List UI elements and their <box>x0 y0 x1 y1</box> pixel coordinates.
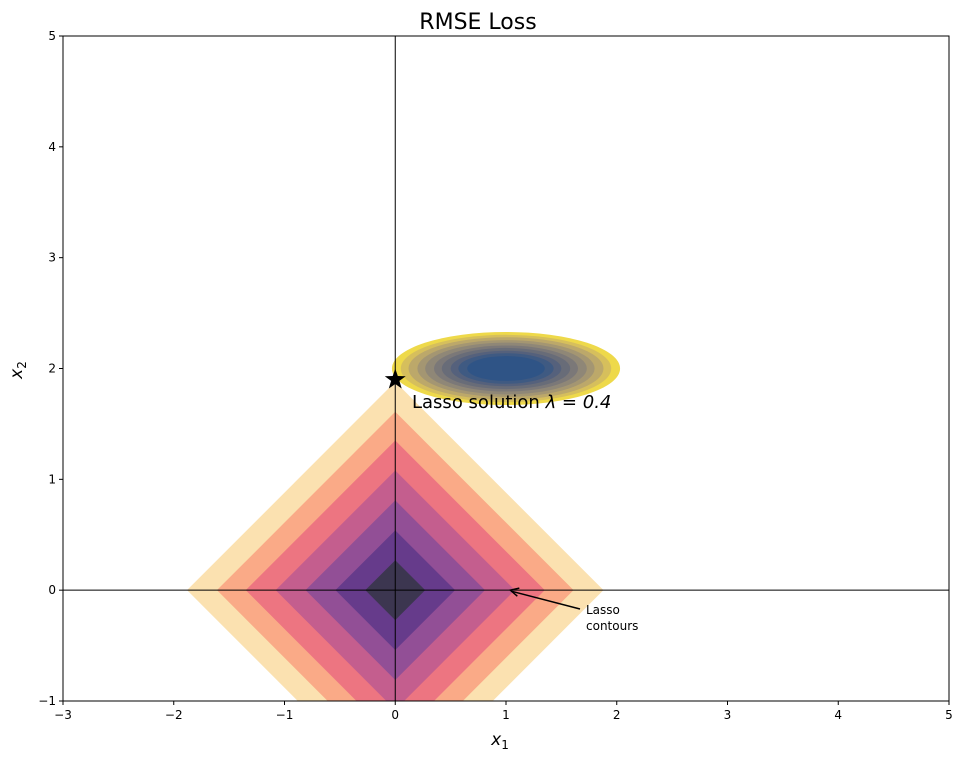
x-tick-label: −2 <box>165 708 183 722</box>
x-tick-label: 2 <box>613 708 621 722</box>
annotation-line2: contours <box>586 619 638 633</box>
x-tick-label: 1 <box>502 708 510 722</box>
annotation-line1: Lasso <box>586 603 620 617</box>
solution-label: Lasso solution λ = 0.4 <box>412 392 611 413</box>
chart-title: RMSE Loss <box>419 10 536 35</box>
solution-star-marker <box>384 368 406 389</box>
y-tick-label: 2 <box>48 362 56 376</box>
y-tick-label: 5 <box>48 29 56 43</box>
plot-area <box>62 35 950 702</box>
y-tick-label: 4 <box>48 140 56 154</box>
x-tick-label: 3 <box>724 708 732 722</box>
x-tick-label: −3 <box>54 708 72 722</box>
x-tick-label: −1 <box>276 708 294 722</box>
x-tick-label: 4 <box>834 708 842 722</box>
x-tick-label: 5 <box>945 708 953 722</box>
y-tick-label: 1 <box>48 472 56 486</box>
x-tick-label: 0 <box>391 708 399 722</box>
annotation-arrow <box>511 590 581 610</box>
tick-labels: −3 −2 −1 0 1 2 3 4 5 −1 0 1 2 3 4 5 <box>38 29 953 722</box>
contour-group <box>63 36 949 701</box>
y-tick-label: 0 <box>48 583 56 597</box>
x-axis-label: x1 <box>490 730 509 752</box>
y-tick-label: 3 <box>48 251 56 265</box>
y-tick-label: −1 <box>38 694 56 708</box>
annotation-arrowhead <box>508 587 520 597</box>
y-axis-label: x2 <box>7 361 29 380</box>
rmse-contour-level <box>467 356 545 381</box>
